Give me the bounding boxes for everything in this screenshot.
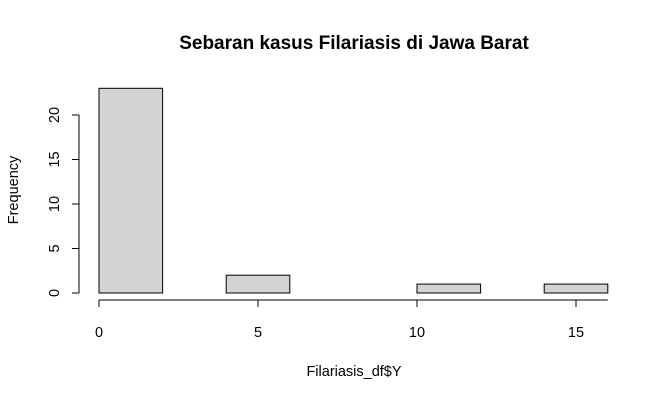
histogram-bar: [416, 283, 482, 294]
x-tick-label: 10: [409, 325, 425, 341]
y-tick-label: 10: [47, 196, 63, 212]
y-tick-label: 20: [47, 107, 63, 123]
y-axis: 0 5 10 15 20: [47, 107, 80, 297]
x-tick-label: 5: [254, 325, 262, 341]
histogram-bars: [98, 87, 609, 294]
chart-title: Sebaran kasus Filariasis di Jawa Barat: [179, 33, 529, 54]
histogram-bar: [98, 87, 164, 294]
y-tick-label: 5: [47, 244, 63, 252]
x-axis: 0 5 10 15: [95, 299, 608, 341]
x-tick-label: 0: [95, 325, 103, 341]
y-tick-label: 15: [47, 151, 63, 167]
y-axis-label: Frequency: [6, 155, 22, 224]
x-axis-label: Filariasis_df$Y: [306, 364, 401, 380]
x-tick-label: 15: [568, 325, 584, 341]
y-tick-label: 0: [47, 289, 63, 297]
histogram-bar: [225, 274, 291, 294]
histogram-bar: [543, 283, 609, 294]
